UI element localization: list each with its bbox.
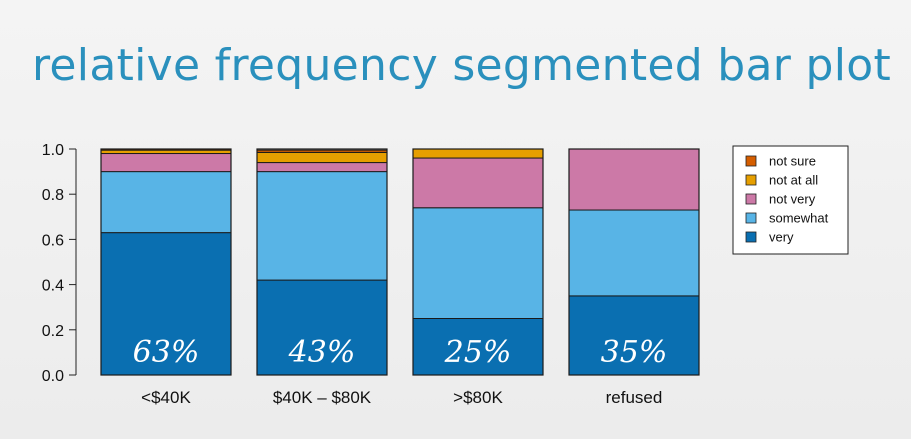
bar-outline <box>256 148 388 376</box>
y-tick-label: 0.8 <box>42 187 64 204</box>
bar-outline <box>412 148 544 376</box>
bar-outline <box>568 148 700 376</box>
bars <box>100 148 700 376</box>
percent-annotation: 35% <box>601 335 668 370</box>
bar-segment-not-at-all <box>256 151 388 164</box>
bar-segment-not-at-all <box>100 149 232 155</box>
bar-segment-very <box>568 295 700 376</box>
legend-label: not very <box>769 192 816 207</box>
y-tick-label: 0.4 <box>42 278 64 295</box>
percent-annotation: 25% <box>444 335 512 370</box>
y-tick-label: 0.6 <box>42 232 64 249</box>
bar-segment-somewhat <box>100 171 232 234</box>
slide-title: relative frequency segmented bar plot <box>32 40 892 91</box>
bar-segment-not-very <box>256 162 388 173</box>
legend-swatch <box>745 212 757 224</box>
category-labels: <$40K $40K – $80K >$80K refused <box>141 388 662 407</box>
legend-swatch <box>745 174 757 186</box>
bar-outline <box>100 148 232 376</box>
legend: not sure not at all not very somewhat very <box>732 145 849 255</box>
y-tick-label: 0.0 <box>42 368 64 385</box>
legend-swatch <box>745 231 757 243</box>
bar-segment-somewhat <box>568 209 700 297</box>
category-label: $40K – $80K <box>273 388 372 407</box>
percent-annotation: 63% <box>133 335 200 370</box>
bar-segment-not-very <box>100 153 232 173</box>
bar-segment-not-at-all <box>412 148 544 159</box>
bar-segment-somewhat <box>412 207 544 319</box>
y-axis: 0.0 0.2 0.4 0.6 0.8 1.0 <box>42 142 77 385</box>
bar-segment-somewhat <box>256 171 388 281</box>
legend-label: not sure <box>769 154 816 169</box>
legend-label: not at all <box>769 173 818 188</box>
y-tick-label: 1.0 <box>42 142 64 159</box>
category-label: refused <box>606 388 663 407</box>
bar-segment-not-very <box>568 148 700 211</box>
bar-segment-not-sure <box>256 149 388 153</box>
annotations: 63% 43% 25% 35% <box>133 335 668 370</box>
category-label: <$40K <box>141 388 191 407</box>
legend-label: somewhat <box>769 211 829 226</box>
bar-segment-not-very <box>412 157 544 209</box>
category-label: >$80K <box>453 388 503 407</box>
legend-label: very <box>769 230 794 245</box>
percent-annotation: 43% <box>288 335 356 370</box>
legend-swatch <box>745 155 757 167</box>
y-tick-label: 0.2 <box>42 323 64 340</box>
legend-swatch <box>745 193 757 205</box>
